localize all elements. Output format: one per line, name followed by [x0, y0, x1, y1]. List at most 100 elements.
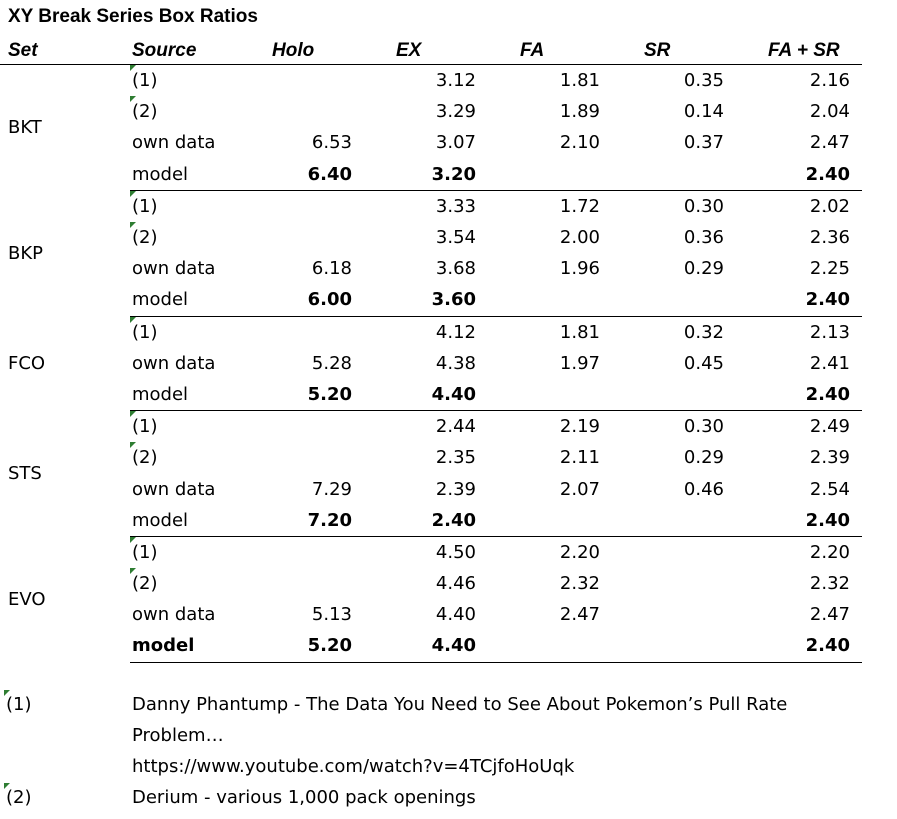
holo-cell[interactable]	[270, 442, 354, 473]
header-holo[interactable]: Holo	[270, 37, 354, 65]
footnote-key[interactable]: (2)	[6, 787, 32, 808]
holo-cell[interactable]	[270, 96, 354, 127]
holo-cell[interactable]: 5.20	[270, 378, 354, 412]
fa-sr-cell[interactable]: 2.32	[809, 573, 850, 595]
source-cell[interactable]: (1)	[130, 536, 270, 568]
fa-cell[interactable]: 2.11	[559, 447, 600, 469]
fa-cell[interactable]: 1.81	[559, 70, 600, 92]
sr-cell[interactable]	[602, 378, 726, 412]
fa-cell[interactable]	[478, 158, 602, 191]
fa-cell[interactable]: 2.20	[559, 541, 600, 563]
sr-cell[interactable]	[602, 284, 726, 317]
fa-sr-cell[interactable]: 2.47	[809, 132, 850, 154]
source-cell[interactable]: (1)	[130, 190, 270, 222]
footnote-key[interactable]: (1)	[6, 694, 32, 715]
ex-cell[interactable]: 2.39	[435, 478, 476, 500]
ex-cell[interactable]: 3.07	[435, 132, 476, 154]
holo-cell[interactable]	[270, 568, 354, 599]
header-fa[interactable]: FA	[478, 37, 602, 65]
fa-sr-cell[interactable]: 2.25	[809, 258, 850, 280]
sr-cell[interactable]	[602, 504, 726, 537]
ex-cell[interactable]: 3.68	[435, 258, 476, 280]
set-cell[interactable]: BKP	[8, 242, 44, 264]
set-cell[interactable]: FCO	[8, 352, 46, 374]
fa-sr-cell[interactable]: 2.39	[809, 447, 850, 469]
fa-sr-cell[interactable]: 2.04	[809, 101, 850, 123]
fa-sr-cell[interactable]: 2.54	[809, 478, 850, 500]
holo-cell[interactable]: 6.53	[311, 132, 352, 154]
holo-cell[interactable]	[270, 65, 354, 97]
ex-cell[interactable]: 3.12	[435, 70, 476, 92]
source-cell[interactable]: (2)	[130, 221, 270, 253]
holo-cell[interactable]	[270, 190, 354, 222]
ex-cell[interactable]: 4.12	[435, 321, 476, 343]
header-source[interactable]: Source	[130, 37, 270, 65]
source-cell[interactable]: (1)	[130, 316, 270, 348]
fa-cell[interactable]: 2.32	[559, 573, 600, 595]
sr-cell[interactable]: 0.45	[683, 352, 724, 374]
ex-cell[interactable]: 4.40	[435, 604, 476, 626]
source-cell[interactable]: own data	[130, 253, 270, 284]
source-cell[interactable]: model	[130, 504, 270, 537]
fa-cell[interactable]	[478, 630, 602, 663]
holo-cell[interactable]: 6.40	[270, 158, 354, 191]
footnote-link[interactable]: https://www.youtube.com/watch?v=4TCjfoHo…	[132, 756, 575, 777]
header-fa-sr[interactable]: FA + SR	[726, 37, 862, 65]
fa-sr-cell[interactable]: 2.40	[726, 378, 862, 412]
fa-cell[interactable]: 2.10	[559, 132, 600, 154]
sr-cell[interactable]: 0.32	[683, 321, 724, 343]
fa-cell[interactable]: 1.72	[559, 195, 600, 217]
source-cell[interactable]: own data	[130, 473, 270, 504]
holo-cell[interactable]	[270, 316, 354, 348]
ex-cell[interactable]: 4.50	[435, 541, 476, 563]
ex-cell[interactable]: 4.40	[354, 630, 478, 663]
fa-sr-cell[interactable]: 2.16	[809, 70, 850, 92]
source-cell[interactable]: (1)	[130, 65, 270, 97]
holo-cell[interactable]	[270, 222, 354, 253]
ex-cell[interactable]: 3.54	[435, 227, 476, 249]
fa-sr-cell[interactable]: 2.02	[809, 195, 850, 217]
holo-cell[interactable]: 6.00	[270, 284, 354, 317]
sr-cell[interactable]	[602, 568, 726, 599]
sr-cell[interactable]: 0.29	[683, 447, 724, 469]
holo-cell[interactable]: 5.13	[311, 604, 352, 626]
fa-sr-cell[interactable]: 2.13	[809, 321, 850, 343]
ex-cell[interactable]: 4.40	[354, 378, 478, 412]
source-cell[interactable]: (2)	[130, 442, 270, 473]
fa-cell[interactable]	[478, 284, 602, 317]
source-cell[interactable]: own data	[130, 127, 270, 158]
sr-cell[interactable]: 0.35	[683, 70, 724, 92]
fa-sr-cell[interactable]: 2.36	[809, 227, 850, 249]
fa-sr-cell[interactable]: 2.47	[809, 604, 850, 626]
holo-cell[interactable]: 7.20	[270, 504, 354, 537]
holo-cell[interactable]: 5.28	[311, 352, 352, 374]
header-ex[interactable]: EX	[354, 37, 478, 65]
source-cell[interactable]: (2)	[130, 96, 270, 127]
ex-cell[interactable]: 3.33	[435, 195, 476, 217]
holo-cell[interactable]: 7.29	[311, 478, 352, 500]
sr-cell[interactable]: 0.37	[683, 132, 724, 154]
holo-cell[interactable]	[270, 536, 354, 568]
ex-cell[interactable]: 2.40	[354, 504, 478, 537]
ex-cell[interactable]: 4.38	[435, 352, 476, 374]
ex-cell[interactable]: 3.29	[435, 101, 476, 123]
header-sr[interactable]: SR	[602, 37, 726, 65]
holo-cell[interactable]: 5.20	[270, 630, 354, 663]
fa-sr-cell[interactable]: 2.40	[726, 630, 862, 663]
fa-cell[interactable]: 2.19	[559, 416, 600, 438]
fa-sr-cell[interactable]: 2.49	[809, 416, 850, 438]
fa-cell[interactable]: 1.89	[559, 101, 600, 123]
fa-cell[interactable]	[478, 378, 602, 412]
source-cell[interactable]: (1)	[130, 411, 270, 443]
sr-cell[interactable]: 0.30	[683, 416, 724, 438]
source-cell[interactable]: own data	[130, 599, 270, 630]
fa-cell[interactable]	[478, 504, 602, 537]
ex-cell[interactable]: 2.44	[435, 416, 476, 438]
header-set[interactable]: Set	[0, 37, 130, 65]
holo-cell[interactable]: 6.18	[311, 258, 352, 280]
fa-sr-cell[interactable]: 2.41	[809, 352, 850, 374]
fa-cell[interactable]: 1.96	[559, 258, 600, 280]
holo-cell[interactable]	[270, 411, 354, 443]
ex-cell[interactable]: 4.46	[435, 573, 476, 595]
fa-cell[interactable]: 1.81	[559, 321, 600, 343]
